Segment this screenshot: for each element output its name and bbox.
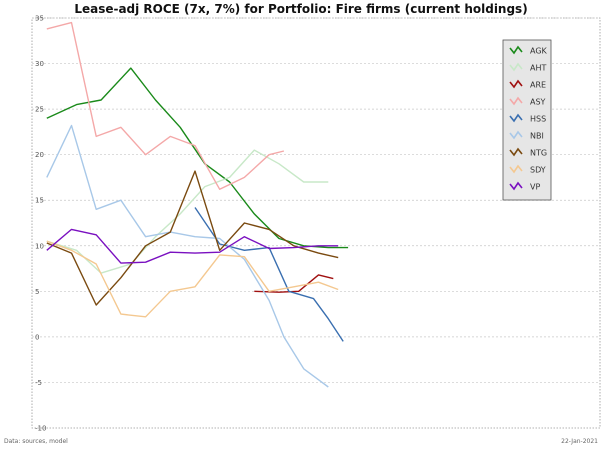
series-line-aht bbox=[46, 149, 329, 274]
legend-label-ntg: NTG bbox=[530, 149, 547, 158]
y-tick-label: 10 bbox=[35, 242, 44, 250]
legend-swatch-agk bbox=[509, 45, 523, 55]
y-tick-label: 15 bbox=[35, 197, 44, 205]
legend-label-asy: ASY bbox=[530, 98, 546, 107]
y-tick-label: -5 bbox=[35, 379, 42, 387]
y-tick-label: -10 bbox=[35, 425, 46, 433]
legend-label-aht: AHT bbox=[530, 64, 546, 73]
legend-swatch-are bbox=[509, 79, 523, 89]
legend-swatch-ntg bbox=[509, 147, 523, 157]
legend-swatch-nbi bbox=[509, 130, 523, 140]
y-tick-label: 20 bbox=[35, 151, 44, 159]
series-line-sdy bbox=[46, 240, 339, 318]
series-group bbox=[46, 21, 349, 388]
y-tick-label: 25 bbox=[35, 106, 44, 114]
legend-label-agk: AGK bbox=[530, 47, 548, 56]
legend-swatch-aht bbox=[509, 62, 523, 72]
series-line-vp bbox=[46, 228, 339, 264]
legend-swatch-sdy bbox=[509, 164, 523, 174]
legend: AGK AHT ARE ASY HSS NBI NTG SDY VP bbox=[502, 39, 552, 201]
legend-label-vp: VP bbox=[530, 183, 540, 192]
y-tick-label: 35 bbox=[35, 15, 44, 23]
y-tick-label: 0 bbox=[35, 333, 39, 341]
legend-label-hss: HSS bbox=[530, 115, 546, 124]
legend-swatch-vp bbox=[509, 181, 523, 191]
legend-swatch-asy bbox=[509, 96, 523, 106]
footer-left: Data: sources, model bbox=[4, 438, 68, 445]
series-line-ntg bbox=[46, 170, 339, 306]
y-axis-ticks: -10 -5 0 5 10 15 20 25 30 35 bbox=[35, 15, 46, 433]
series-line-nbi bbox=[46, 124, 329, 388]
series-line-are bbox=[254, 274, 334, 293]
legend-label-sdy: SDY bbox=[530, 166, 546, 175]
chart-title: Lease-adj ROCE (7x, 7%) for Portfolio: F… bbox=[74, 2, 527, 16]
legend-label-nbi: NBI bbox=[530, 132, 544, 141]
legend-swatch-hss bbox=[509, 113, 523, 123]
y-tick-label: 30 bbox=[35, 60, 44, 68]
series-line-asy bbox=[46, 21, 285, 191]
footer-right: 22-Jan-2021 bbox=[561, 438, 598, 445]
legend-label-are: ARE bbox=[530, 81, 546, 90]
y-tick-label: 5 bbox=[35, 288, 39, 296]
